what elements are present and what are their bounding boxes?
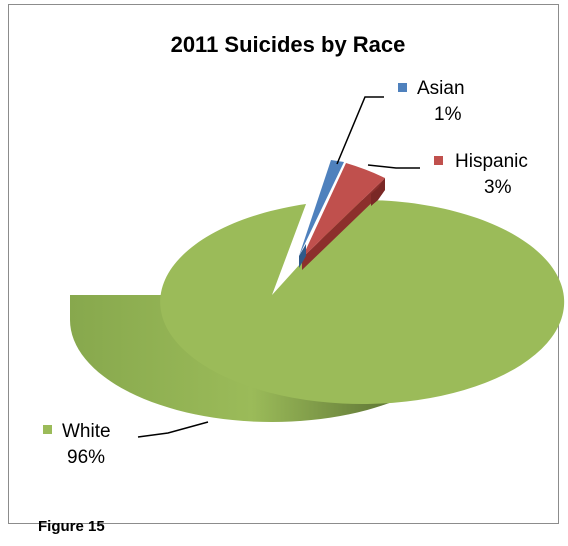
leader-line-hispanic (367, 164, 420, 169)
legend-key-asian (398, 83, 407, 92)
label-hispanic-name: Hispanic (455, 151, 528, 172)
label-asian-value: 1% (434, 104, 462, 125)
data-label-asian: Asian 1% (398, 78, 465, 125)
figure-caption: Figure 15 (38, 518, 105, 535)
label-hispanic-value: 3% (484, 177, 512, 198)
data-label-white: White 96% (43, 421, 111, 468)
label-white-value: 96% (67, 447, 105, 468)
label-white-name: White (62, 421, 111, 442)
pie-slice-asian (299, 160, 344, 268)
label-asian-name: Asian (417, 78, 465, 99)
legend-key-white (43, 425, 52, 434)
pie-slice-hispanic (302, 163, 385, 270)
leader-line-white (137, 421, 209, 438)
pie-slice-white (70, 199, 565, 422)
leader-line-asian (336, 96, 384, 165)
chart-title: 2011 Suicides by Race (171, 32, 406, 57)
data-label-hispanic: Hispanic 3% (434, 151, 528, 198)
legend-key-hispanic (434, 156, 443, 165)
